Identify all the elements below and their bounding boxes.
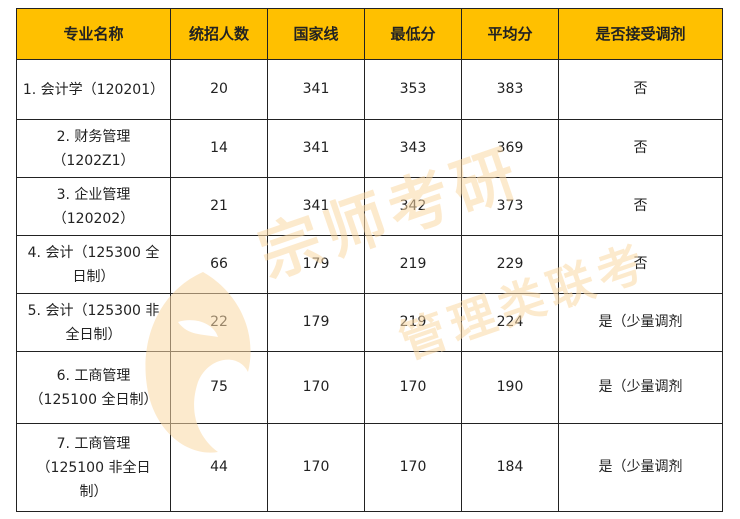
col-header-min-score: 最低分 [364,8,462,60]
cell-national-line: 179 [267,293,365,352]
major-name-line: 全日制） [65,326,122,343]
cell-avg-score: 184 [461,423,559,512]
cell-avg-score: 373 [461,177,559,236]
cell-national-line: 341 [267,59,365,120]
cell-min-score: 170 [364,423,462,512]
cell-adjustment: 是（少量调剂 [558,351,723,424]
cell-major-name: 7. 工商管理 （125100 非全日 制） [16,423,171,512]
table-row: 1. 会计学（120201） 20 341 353 383 否 [16,59,723,120]
cell-enrollment: 44 [170,423,268,512]
cell-national-line: 170 [267,351,365,424]
cell-min-score: 170 [364,351,462,424]
col-header-adjustment: 是否接受调剂 [558,8,723,60]
major-name-line: 7. 工商管理 [56,435,131,452]
major-name-line: 1. 会计学（120201） [22,81,165,98]
cell-adjustment: 否 [558,235,723,294]
cell-avg-score: 229 [461,235,559,294]
major-name-line: （125100 全日制） [29,391,158,408]
cell-adjustment: 是（少量调剂 [558,293,723,352]
cell-enrollment: 22 [170,293,268,352]
major-name-line: （120202） [52,210,135,227]
table-row: 2. 财务管理 （1202Z1） 14 341 343 369 否 [16,119,723,178]
cell-major-name: 6. 工商管理 （125100 全日制） [16,351,171,424]
major-name-line: （1202Z1） [52,152,135,169]
col-header-enrollment: 统招人数 [170,8,268,60]
col-header-national-line: 国家线 [267,8,365,60]
cell-avg-score: 224 [461,293,559,352]
major-name-line: 5. 会计（125300 非 [27,302,160,319]
cell-min-score: 219 [364,293,462,352]
cell-avg-score: 190 [461,351,559,424]
cell-adjustment: 否 [558,119,723,178]
table-row: 6. 工商管理 （125100 全日制） 75 170 170 190 是（少量调剂 [16,351,723,424]
cell-avg-score: 383 [461,59,559,120]
cell-adjustment: 否 [558,59,723,120]
cell-avg-score: 369 [461,119,559,178]
cell-enrollment: 21 [170,177,268,236]
major-name-line: 2. 财务管理 [56,128,131,145]
cell-major-name: 4. 会计（125300 全日制） [16,235,171,294]
cell-national-line: 341 [267,119,365,178]
major-name-line: 4. 会计（125300 全 [27,244,160,261]
cell-min-score: 353 [364,59,462,120]
admission-table: 专业名称 统招人数 国家线 最低分 平均分 是否接受调剂 1. 会计学（1202… [16,8,723,512]
cell-enrollment: 20 [170,59,268,120]
cell-major-name: 2. 财务管理 （1202Z1） [16,119,171,178]
cell-major-name: 5. 会计（125300 非全日制） [16,293,171,352]
table-header-row: 专业名称 统招人数 国家线 最低分 平均分 是否接受调剂 [16,8,723,60]
col-header-major: 专业名称 [16,8,171,60]
cell-major-name: 3. 企业管理 （120202） [16,177,171,236]
table-row: 3. 企业管理 （120202） 21 341 342 373 否 [16,177,723,236]
cell-enrollment: 75 [170,351,268,424]
cell-min-score: 342 [364,177,462,236]
major-name-line: 日制） [72,268,115,285]
cell-adjustment: 是（少量调剂 [558,423,723,512]
cell-national-line: 179 [267,235,365,294]
cell-min-score: 343 [364,119,462,178]
cell-min-score: 219 [364,235,462,294]
major-name-line: 3. 企业管理 [56,186,131,203]
cell-national-line: 341 [267,177,365,236]
major-name-line: 制） [79,483,108,500]
cell-adjustment: 否 [558,177,723,236]
cell-major-name: 1. 会计学（120201） [16,59,171,120]
table-row: 5. 会计（125300 非全日制） 22 179 219 224 是（少量调剂 [16,293,723,352]
major-name-line: 6. 工商管理 [56,367,131,384]
table-row: 7. 工商管理 （125100 非全日 制） 44 170 170 184 是（少量调剂 [16,423,723,512]
col-header-avg-score: 平均分 [461,8,559,60]
table-row: 4. 会计（125300 全日制） 66 179 219 229 否 [16,235,723,294]
major-name-line: （125100 非全日 [36,459,151,476]
cell-enrollment: 14 [170,119,268,178]
cell-national-line: 170 [267,423,365,512]
cell-enrollment: 66 [170,235,268,294]
